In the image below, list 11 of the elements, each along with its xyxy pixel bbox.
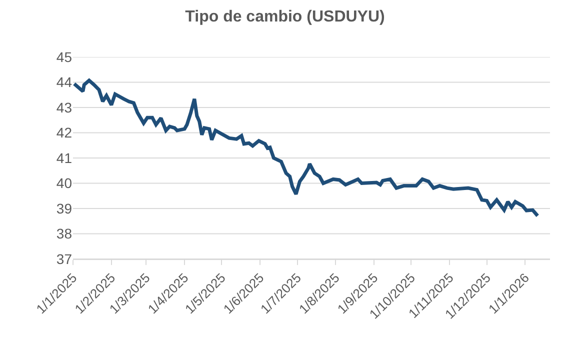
y-tick-label: 39 xyxy=(56,200,72,216)
y-tick-label: 41 xyxy=(56,150,72,166)
y-tick-label: 42 xyxy=(56,124,72,141)
line-series xyxy=(73,78,540,218)
y-tick-label: 37 xyxy=(56,250,72,267)
y-tick-label: 45 xyxy=(56,48,72,65)
y-tick-label: 40 xyxy=(56,175,72,192)
y-tick-label: 43 xyxy=(56,99,72,116)
chart-title: Tipo de cambio (USDUYU) xyxy=(185,8,385,26)
y-tick-label: 44 xyxy=(56,74,72,90)
y-tick-label: 38 xyxy=(56,226,72,242)
